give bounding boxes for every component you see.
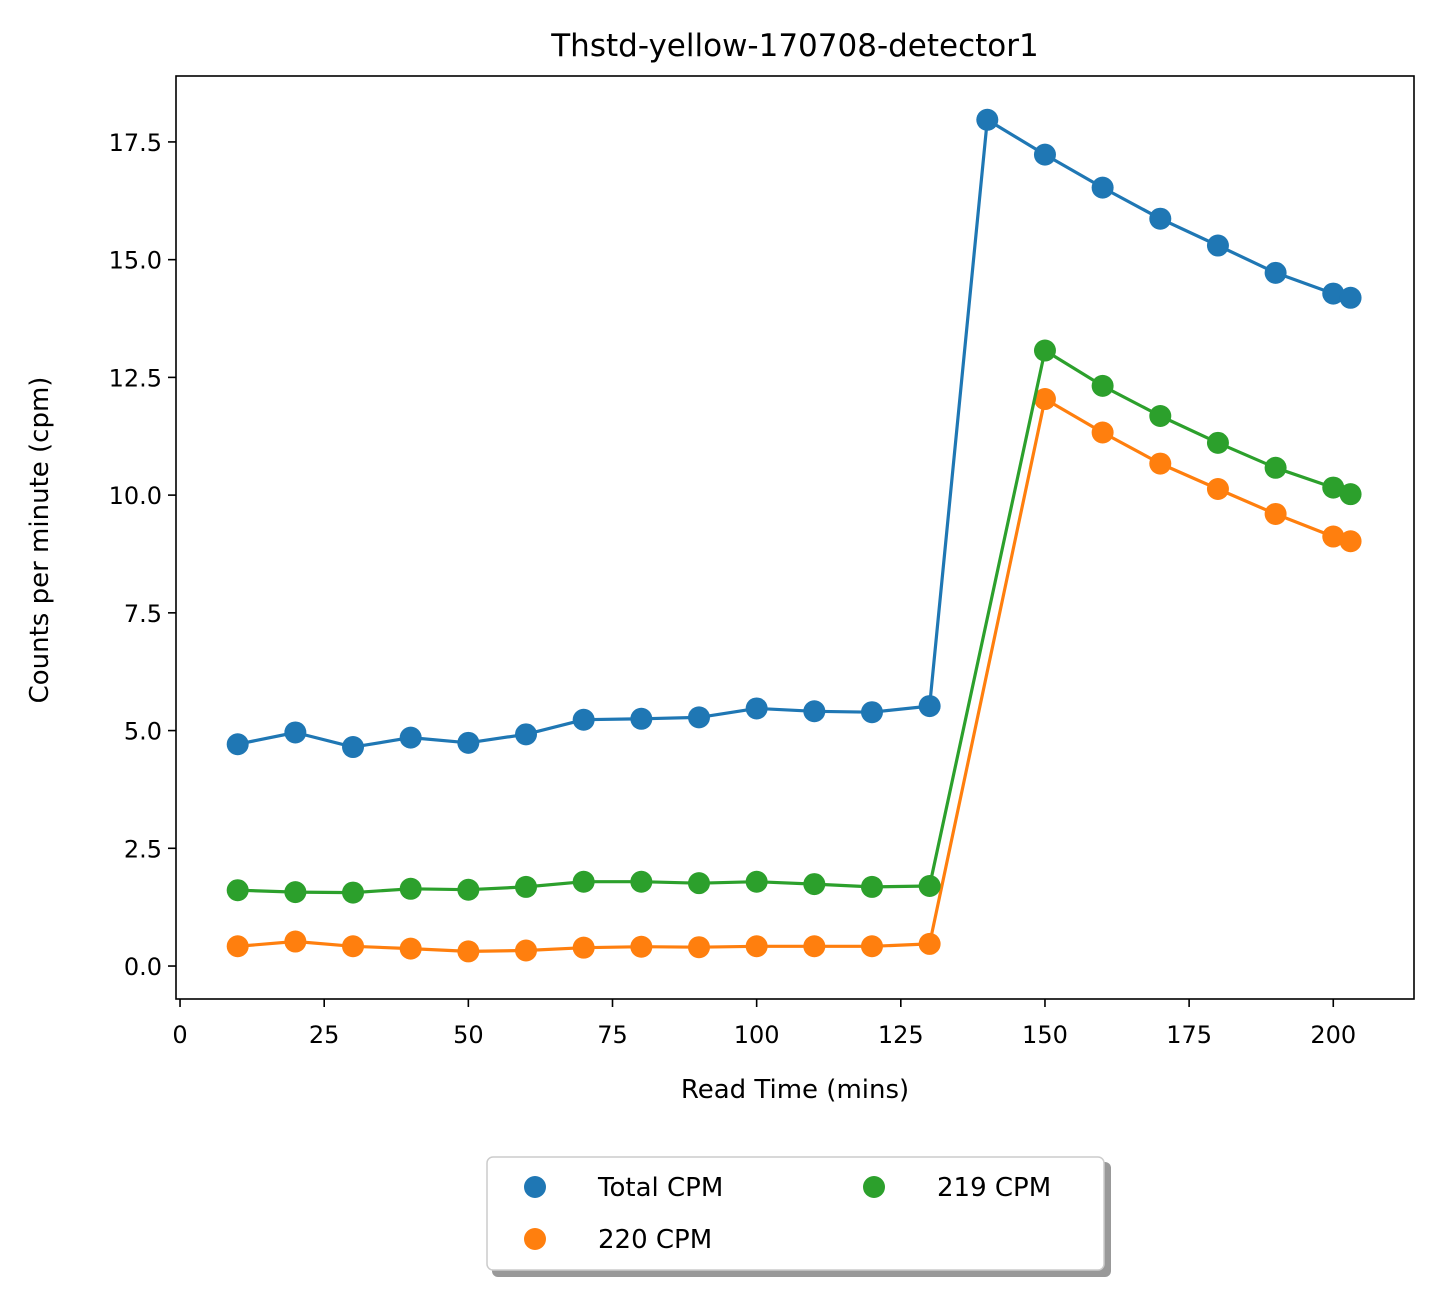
data-point-220-cpm [1033,388,1056,411]
data-point-219-cpm [1339,483,1362,506]
data-point-total-cpm [1091,176,1114,199]
data-point-219-cpm [860,875,883,898]
data-point-219-cpm [918,874,941,897]
data-point-220-cpm [745,935,768,958]
data-point-220-cpm [342,935,365,958]
data-point-220-cpm [457,940,480,963]
data-point-219-cpm [1091,374,1114,397]
x-tick-label: 25 [309,1021,340,1049]
legend-box [486,1156,1105,1271]
data-point-220-cpm [918,932,941,955]
data-point-total-cpm [399,726,422,749]
data-point-total-cpm [342,736,365,759]
data-point-total-cpm [918,695,941,718]
data-point-219-cpm [572,870,595,893]
data-point-total-cpm [860,701,883,724]
plot-frame [175,75,1415,1000]
series-layer [226,108,1362,963]
data-point-219-cpm [342,881,365,904]
x-tick-label: 175 [1166,1021,1212,1049]
data-point-total-cpm [284,721,307,744]
data-point-219-cpm [745,870,768,893]
legend-marker-total-cpm [524,1176,546,1198]
data-point-220-cpm [1206,477,1229,500]
data-point-total-cpm [1033,143,1056,166]
data-point-219-cpm [630,870,653,893]
data-point-220-cpm [630,935,653,958]
data-point-total-cpm [1206,234,1229,257]
x-tick-label: 200 [1310,1021,1356,1049]
data-point-220-cpm [399,937,422,960]
data-point-total-cpm [226,733,249,756]
data-point-219-cpm [457,878,480,901]
data-point-220-cpm [226,935,249,958]
legend-marker-219-cpm [863,1176,885,1198]
data-point-total-cpm [1322,282,1345,305]
y-axis-label: Counts per minute (cpm) [25,377,55,704]
legend-label-219-cpm: 219 CPM [937,1173,1051,1203]
chart-title: Thstd-yellow-170708-detector1 [550,28,1039,64]
x-tick-label: 0 [172,1021,187,1049]
legend-entries: Total CPM 220 CPM 219 CPM [524,1173,1051,1255]
data-point-220-cpm [803,935,826,958]
legend: Total CPM 220 CPM 219 CPM [486,1156,1111,1277]
data-point-219-cpm [399,877,422,900]
data-point-220-cpm [515,939,538,962]
data-point-total-cpm [745,697,768,720]
data-point-220-cpm [1149,452,1172,475]
data-point-219-cpm [226,879,249,902]
y-tick-label: 0.0 [124,953,162,981]
data-point-220-cpm [572,936,595,959]
y-tick-label: 15.0 [109,247,162,275]
data-point-220-cpm [1091,421,1114,444]
y-tick-label: 7.5 [124,600,162,628]
x-axis-label: Read Time (mins) [681,1075,909,1105]
data-point-220-cpm [284,930,307,953]
x-tick-label: 125 [878,1021,924,1049]
y-tick-label: 2.5 [124,835,162,863]
data-point-total-cpm [515,723,538,746]
data-point-total-cpm [976,108,999,131]
y-tick-label: 17.5 [109,129,162,157]
data-point-total-cpm [1149,207,1172,230]
data-point-219-cpm [515,875,538,898]
data-point-219-cpm [803,873,826,896]
data-point-219-cpm [1322,476,1345,499]
y-axis-ticks: 0.0 2.5 5.0 7.5 10.0 12.5 15.0 17.5 [109,129,176,981]
data-point-total-cpm [687,706,710,729]
legend-label-total-cpm: Total CPM [597,1173,723,1203]
data-point-220-cpm [1264,502,1287,525]
data-point-total-cpm [1264,261,1287,284]
x-tick-label: 50 [453,1021,484,1049]
legend-marker-220-cpm [524,1228,546,1250]
data-point-total-cpm [457,731,480,754]
x-tick-label: 100 [734,1021,780,1049]
data-point-total-cpm [803,700,826,723]
y-tick-label: 10.0 [109,482,162,510]
x-axis-ticks: 0 25 50 75 100 125 150 175 200 [172,999,1356,1049]
data-point-total-cpm [1339,286,1362,309]
y-tick-label: 5.0 [124,718,162,746]
data-point-219-cpm [1033,339,1056,362]
data-point-219-cpm [687,872,710,895]
data-point-219-cpm [284,881,307,904]
data-point-219-cpm [1206,431,1229,454]
data-point-220-cpm [1322,525,1345,548]
data-point-219-cpm [1264,456,1287,479]
y-tick-label: 12.5 [109,364,162,392]
data-point-220-cpm [860,935,883,958]
x-tick-label: 150 [1022,1021,1068,1049]
data-point-220-cpm [687,936,710,959]
data-point-total-cpm [572,708,595,731]
data-point-220-cpm [1339,530,1362,553]
legend-label-220-cpm: 220 CPM [598,1225,712,1255]
data-point-total-cpm [630,707,653,730]
x-tick-label: 75 [597,1021,628,1049]
data-point-219-cpm [1149,405,1172,428]
